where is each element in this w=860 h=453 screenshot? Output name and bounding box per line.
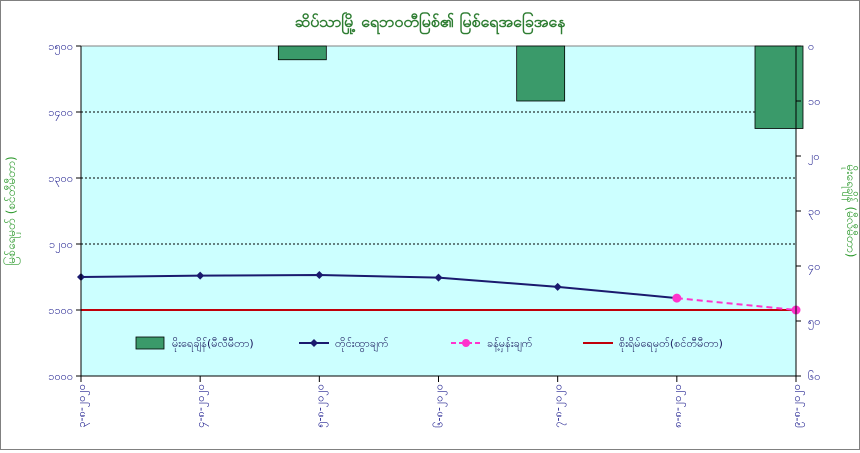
observed-point <box>196 271 205 280</box>
legend-marker-forecast <box>462 339 470 347</box>
x-tick-label: ၈-၈-၂၀၂၀ <box>671 384 686 428</box>
left-tick-label: ၁၁၀၀ <box>48 304 73 317</box>
x-tick-label: ၆-၈-၂၀၂၀ <box>433 384 448 428</box>
left-tick-label: ၁၄၀၀ <box>48 106 73 121</box>
x-tick-label: ၇-၈-၂၀၂၀ <box>552 384 567 428</box>
right-tick-label: ၁၀ <box>808 95 820 108</box>
observed-point <box>553 282 562 291</box>
right-tick-label: ၅၀ <box>808 315 820 330</box>
x-tick-label: ၅-၈-၂၀၂၀ <box>313 384 328 428</box>
x-tick-label: ၃-၈-၂၀၂၀ <box>75 384 90 428</box>
legend-label: စိုးရိမ်ရေမှတ်(စင်တီမီတာ) <box>619 337 723 352</box>
forecast-point <box>672 293 682 303</box>
rainfall-bar <box>754 45 804 129</box>
legend-label: တိုင်းထွာချက် <box>335 337 389 352</box>
left-tick-label: ၁၂၀၀ <box>49 238 73 253</box>
observed-point <box>434 273 443 282</box>
right-tick-label: ၀ <box>808 40 814 53</box>
left-tick-label: ၁၀၀၀ <box>48 370 73 383</box>
right-tick-label: ၃၀ <box>808 205 820 220</box>
chart-title: ဆိပ်သာမြို့ ရေဘဝတီမြစ်၏ မြစ်ရေအခြေအနေ <box>295 11 566 35</box>
plot-background <box>80 45 797 377</box>
observed-series-line <box>80 274 677 300</box>
right-tick-label: ၂၀ <box>808 150 820 165</box>
x-tick-label: ၉-၈-၂၀၂၀ <box>790 384 805 428</box>
legend-label: မိုးရေချိန်(မီလီမီတာ) <box>172 337 254 352</box>
observed-point <box>315 271 324 280</box>
y-axis-right-title: မိုးရေချိန် (မီလီမီတာ) <box>841 165 859 258</box>
rainfall-bar <box>277 45 327 61</box>
y-axis-left-title: မြစ်ရေမှတ် (စင်တီမီတာ) <box>2 156 21 265</box>
legend-label: ခန့်မှန်းချက် <box>487 337 533 352</box>
rainfall-bar <box>516 45 566 102</box>
x-tick-label: ၄-၈-၂၀၂၀ <box>194 384 209 428</box>
legend-marker-observed <box>310 339 318 347</box>
legend: မိုးရေချိန်(မီလီမီတာ) တိုင်းထွာချက် ခန့်မှ… <box>135 336 723 352</box>
left-tick-label: ၁၅၀၀ <box>48 40 73 55</box>
legend-swatch-rainfall <box>135 336 165 350</box>
left-tick-label: ၁၃၀၀ <box>48 172 73 187</box>
right-tick-label: ၆၀ <box>808 370 820 383</box>
right-tick-label: ၄၀ <box>808 260 820 275</box>
